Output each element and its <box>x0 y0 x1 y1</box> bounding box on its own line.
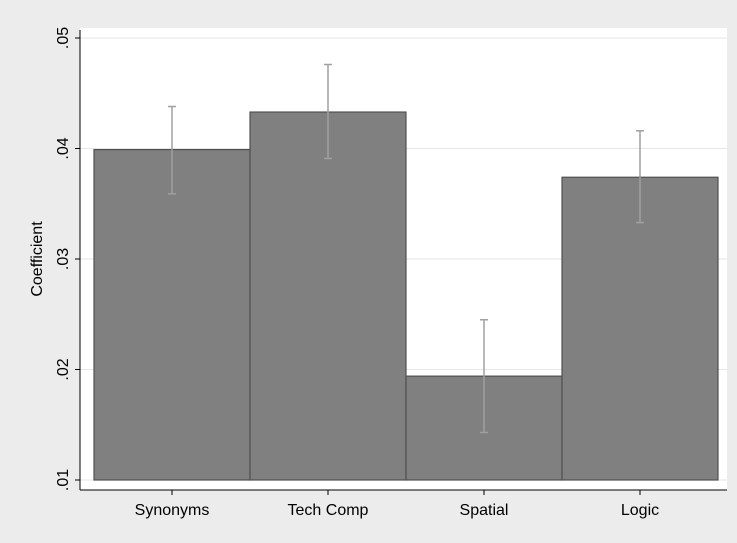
bar <box>561 176 719 481</box>
y-tick-label: .03 <box>55 248 72 270</box>
y-tick-label: .01 <box>55 469 72 491</box>
x-tick-label: Synonyms <box>135 502 210 519</box>
y-axis-title: Coefficient <box>29 221 46 297</box>
x-tick-label: Logic <box>621 502 659 519</box>
x-tick-label: Spatial <box>460 502 509 519</box>
y-tick-label: .05 <box>55 27 72 49</box>
x-tick-label: Tech Comp <box>288 502 369 519</box>
y-tick-label: .02 <box>55 358 72 380</box>
bar <box>249 111 407 481</box>
y-tick-label: .04 <box>55 137 72 159</box>
bar <box>93 149 251 481</box>
